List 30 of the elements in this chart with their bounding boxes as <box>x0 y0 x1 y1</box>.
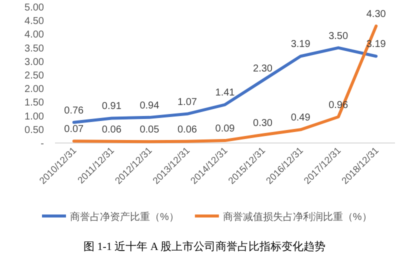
data-label: 0.05 <box>140 124 160 136</box>
data-label: 1.41 <box>215 88 236 99</box>
y-tick-label: 3.00 <box>24 56 44 68</box>
y-tick-label: 4.50 <box>24 16 44 28</box>
data-label: 0.09 <box>215 124 236 135</box>
y-tick-label: 1.50 <box>24 98 44 109</box>
y-tick-label: 2.00 <box>24 84 44 96</box>
data-label: 0.06 <box>102 124 122 136</box>
y-tick-label: 3.50 <box>24 43 44 54</box>
data-label: 0.06 <box>177 124 198 136</box>
data-label: 2.30 <box>253 63 273 74</box>
legend-label: 商誉占净资产比重（%） <box>70 211 179 223</box>
data-label: 1.07 <box>177 96 198 108</box>
data-label: 0.76 <box>64 105 84 116</box>
y-tick-label: - <box>40 138 44 150</box>
data-label: 0.30 <box>253 118 273 129</box>
y-tick-label: 1.00 <box>24 111 44 122</box>
data-label: 0.07 <box>64 124 84 136</box>
y-tick-label: 2.50 <box>24 70 44 82</box>
y-tick-label: 0.50 <box>24 124 44 136</box>
data-label: 3.19 <box>290 39 311 50</box>
caption: 图 1-1 近十年 A 股上市公司商誉占比指标变化趋势 <box>84 240 326 253</box>
data-label: 0.94 <box>140 100 160 112</box>
data-label: 3.50 <box>328 30 348 42</box>
y-tick-label: 5.00 <box>24 2 44 14</box>
legend-label: 商誉减值损失占净利润比重（%） <box>222 211 372 223</box>
data-label: 0.91 <box>102 101 122 112</box>
data-label: 4.30 <box>366 9 386 20</box>
y-tick-label: 4.00 <box>24 30 44 41</box>
data-label: 0.49 <box>290 112 311 124</box>
